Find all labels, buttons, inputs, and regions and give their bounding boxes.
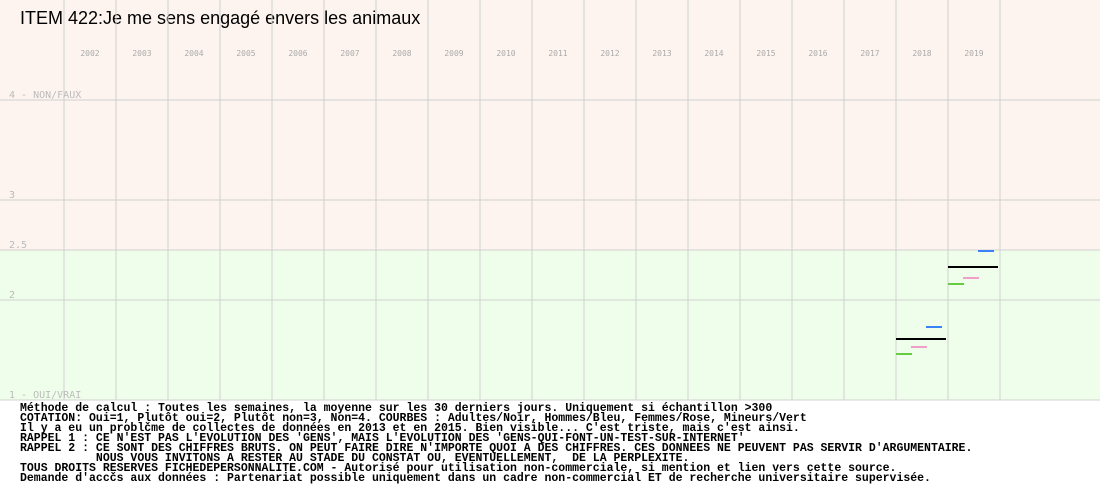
footnote: RAPPEL 2 : CE SONT DES CHIFFRES BRUTS. O…: [20, 442, 972, 455]
x-tick-label: 2011: [548, 49, 567, 58]
x-tick-label: 2012: [600, 49, 619, 58]
x-tick-label: 2019: [964, 49, 983, 58]
x-tick-label: 2014: [704, 49, 723, 58]
y-tick-label: 2.5: [9, 240, 27, 251]
x-tick-label: 2017: [860, 49, 879, 58]
x-tick-label: 2010: [496, 49, 515, 58]
x-tick-label: 2003: [132, 49, 151, 58]
lower-zone: [0, 250, 1100, 400]
upper-zone: [0, 0, 1100, 250]
x-tick-label: 2002: [80, 49, 99, 58]
x-tick-label: 2016: [808, 49, 827, 58]
x-tick-label: 2006: [288, 49, 307, 58]
x-tick-label: 2005: [236, 49, 255, 58]
x-tick-label: 2009: [444, 49, 463, 58]
footnote: Méthode de calcul : Toutes les semaines,…: [20, 402, 772, 415]
x-tick-label: 2018: [912, 49, 931, 58]
x-tick-label: 2015: [756, 49, 775, 58]
x-tick-label: 2007: [340, 49, 359, 58]
x-tick-label: 2008: [392, 49, 411, 58]
footnote: Il y a eu un problčme de collectes de do…: [20, 422, 800, 435]
footnote: Demande d'accčs aux données : Partenaria…: [20, 472, 931, 485]
x-tick-label: 2013: [652, 49, 671, 58]
y-tick-label: 1 - OUI/VRAI: [9, 390, 81, 401]
y-tick-label: 3: [9, 190, 15, 201]
footnote: RAPPEL 1 : CE N'EST PAS L'EVOLUTION DES …: [20, 432, 745, 445]
footnote: COTATION: Oui=1, Plutôt oui=2, Plutôt no…: [20, 412, 807, 425]
y-tick-label: 2: [9, 290, 15, 301]
footnote: TOUS DROITS RESERVES FICHEDEPERSONNALITE…: [20, 462, 896, 475]
footnote: NOUS VOUS INVITONS A RESTER AU STADE DU …: [20, 452, 689, 465]
x-tick-label: 2004: [184, 49, 203, 58]
y-tick-label: 4 - NON/FAUX: [9, 90, 81, 101]
